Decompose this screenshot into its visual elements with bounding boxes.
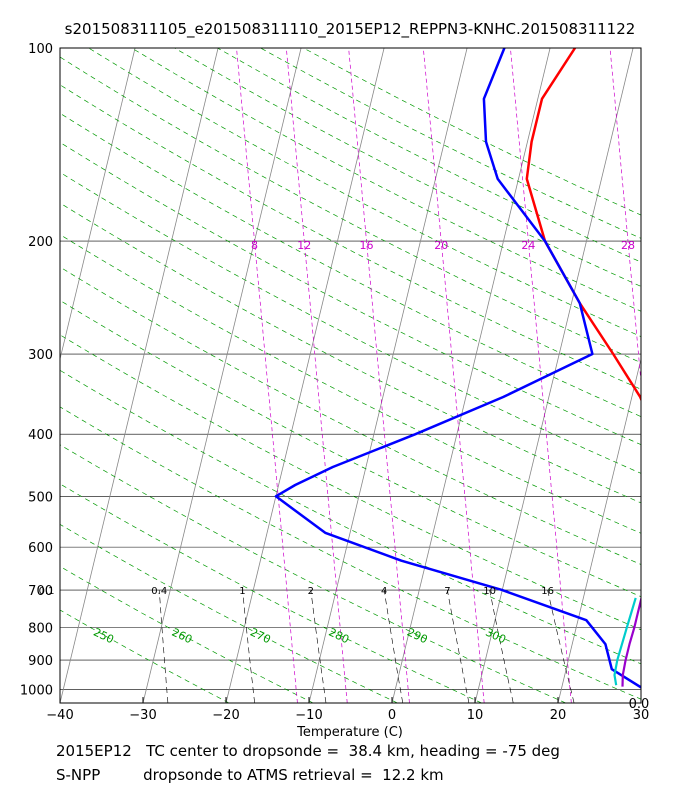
isotherm-line xyxy=(142,48,302,703)
isotherm-line xyxy=(60,48,219,703)
dry-adiabat-line xyxy=(60,565,314,703)
plot-frame xyxy=(59,47,642,704)
dry-adiabat-label: 290 xyxy=(405,626,430,647)
parcel-line-cyan xyxy=(613,597,637,686)
x-tick-label: 0 xyxy=(388,708,396,723)
mixing-ratio-line xyxy=(489,590,514,703)
dry-adiabat-label: 260 xyxy=(170,626,195,647)
mixing-ratio-label: 7 xyxy=(444,586,450,597)
info-line-2: S-NPP dropsonde to ATMS retrieval = 12.2… xyxy=(56,766,444,784)
dry-adiabat-line xyxy=(60,299,641,598)
mixing-ratio-line xyxy=(310,590,327,703)
x-tick-label: −10 xyxy=(295,708,322,723)
info-line-1: 2015EP12 TC center to dropsonde = 38.4 k… xyxy=(56,742,560,760)
mixing-ratio-line xyxy=(242,590,255,703)
moist-adiabat-label: 16 xyxy=(360,239,374,252)
dry-adiabat-line xyxy=(60,523,398,703)
mixing-ratio-line xyxy=(383,590,403,703)
moist-adiabat-line xyxy=(348,48,410,703)
parcel-line-purple xyxy=(621,597,641,687)
moist-adiabat-label: 12 xyxy=(297,239,311,252)
dry-adiabat-line xyxy=(174,48,641,287)
moist-adiabat-label: 20 xyxy=(434,239,448,252)
moist-adiabat-line xyxy=(236,48,298,703)
moist-adiabat-line xyxy=(285,48,348,703)
mixing-ratio-label: 10 xyxy=(483,586,496,597)
dry-adiabat-line xyxy=(60,369,641,665)
moist-adiabat-line xyxy=(609,48,641,386)
isotherm-line xyxy=(640,701,641,703)
mixing-ratio-line xyxy=(158,590,169,703)
y-tick-label: 300 xyxy=(28,348,53,363)
moist-adiabat-label: 8 xyxy=(251,239,258,252)
mixing-ratio-label: 1 xyxy=(239,586,245,597)
isotherm-line xyxy=(60,48,136,361)
y-tick-label: 500 xyxy=(28,490,53,505)
dry-adiabat-line xyxy=(60,142,641,446)
y-tick-label: 800 xyxy=(28,621,53,636)
dry-adiabat-line xyxy=(60,406,641,700)
dry-adiabat-line xyxy=(60,266,641,565)
isotherm-line xyxy=(0,48,52,703)
y-tick-label: 900 xyxy=(28,654,53,669)
mixing-ratio-line xyxy=(447,590,470,703)
dry-adiabat-label: 280 xyxy=(327,626,352,647)
mixing-ratio-label: 16 xyxy=(541,586,554,597)
y-tick-label: 100 xyxy=(28,42,53,57)
isotherm-line xyxy=(308,48,468,703)
moist-adiabat-label: 28 xyxy=(621,239,635,252)
dry-adiabat-line xyxy=(60,202,641,504)
dry-adiabat-line xyxy=(60,84,641,390)
dry-adiabat-line xyxy=(60,234,641,534)
moist-adiabat-line xyxy=(422,48,485,703)
isotherm-line xyxy=(474,48,634,703)
dry-adiabat-line xyxy=(60,444,566,703)
dewpoint-line xyxy=(274,48,641,689)
y-tick-label: 200 xyxy=(28,235,53,250)
dry-adiabat-line xyxy=(60,112,641,417)
y-tick-label: 600 xyxy=(28,541,53,556)
y-tick-label: 700 xyxy=(28,584,53,599)
corner-label: 0.0 xyxy=(629,697,650,712)
mixing-ratio-line xyxy=(547,590,575,703)
moist-adiabat-label: 24 xyxy=(521,239,535,252)
dry-adiabat-line xyxy=(88,48,641,338)
moist-adiabat-line xyxy=(510,48,572,703)
dry-adiabat-label: 250 xyxy=(91,626,116,647)
x-tick-label: −40 xyxy=(46,708,73,723)
y-tick-label: 400 xyxy=(28,428,53,443)
temperature-line xyxy=(525,48,641,403)
y-tick-label: 1000 xyxy=(20,683,53,698)
x-tick-label: −30 xyxy=(129,708,156,723)
x-tick-label: 30 xyxy=(633,708,650,723)
dry-adiabat-line xyxy=(60,56,641,364)
x-axis-label: Temperature (C) xyxy=(296,725,403,740)
isotherm-line xyxy=(557,357,641,703)
x-tick-label: 20 xyxy=(550,708,567,723)
mixing-ratio-label: 2 xyxy=(308,586,314,597)
dry-adiabat-label: 300 xyxy=(483,626,508,647)
dry-adiabat-line xyxy=(60,171,641,474)
isotherm-line xyxy=(225,48,385,703)
dry-adiabat-line xyxy=(60,334,641,631)
mixing-ratio-label: 0.4 xyxy=(151,586,167,597)
dry-adiabat-label: 270 xyxy=(248,626,273,647)
x-tick-label: −20 xyxy=(212,708,239,723)
x-tick-label: 10 xyxy=(467,708,484,723)
chart-title: s201508311105_e201508311110_2015EP12_REP… xyxy=(64,20,636,38)
mixing-ratio-label: 4 xyxy=(381,586,387,597)
isotherm-line xyxy=(391,48,551,703)
dry-adiabat-line xyxy=(60,483,482,703)
mixing-ratio-label: 0.1 xyxy=(39,586,55,597)
